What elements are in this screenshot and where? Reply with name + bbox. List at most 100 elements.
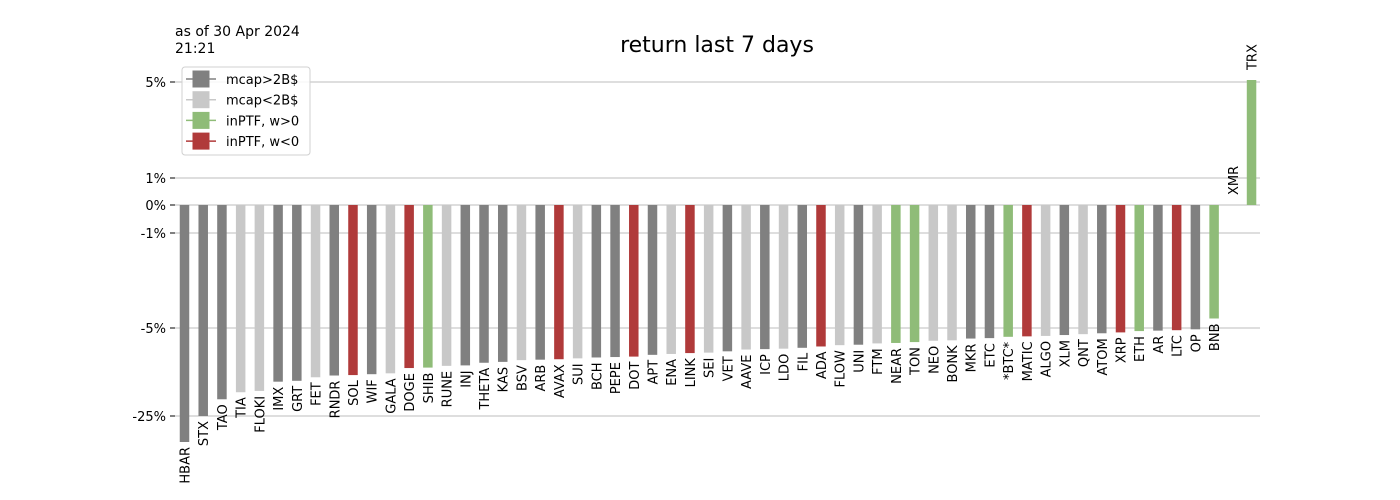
category-label: QNT (1077, 339, 1092, 367)
legend-label-neg: inPTF, w<0 (226, 135, 299, 150)
bar-algo (1040, 205, 1051, 336)
ytick-label: 0% (145, 199, 166, 214)
bar-ena (666, 205, 676, 354)
category-label: AR (1152, 336, 1167, 354)
category-label: THETA (478, 368, 493, 411)
category-label: LDO (778, 354, 793, 382)
category-label: RUNE (441, 371, 456, 408)
category-label: SEI (703, 358, 718, 378)
category-label: ARB (534, 365, 549, 392)
bar-rndr (329, 205, 340, 376)
bar-kas (497, 205, 508, 362)
category-label: RNDR (328, 381, 343, 419)
category-label: APT (647, 360, 662, 385)
category-label: FET (310, 382, 325, 406)
legend-swatch-neg (192, 132, 210, 150)
category-label: DOGE (403, 373, 418, 412)
bar-grt (292, 205, 302, 381)
bar-matic (1022, 205, 1032, 337)
as-of-date: as of 30 Apr 2024 (175, 24, 300, 40)
bar-bsv (516, 205, 527, 361)
legend: mcap>2B$ mcap<2B$ inPTF, w>0 inPTF, w<0 (181, 66, 311, 156)
category-label: BCH (590, 362, 605, 390)
category-label: SOL (347, 379, 362, 405)
category-label: KAS (497, 367, 512, 392)
category-label: STX (197, 421, 212, 446)
bar-wif (366, 205, 377, 375)
bar-neo (928, 205, 939, 341)
bar-ada (816, 205, 826, 347)
category-label: PEPE (609, 362, 624, 394)
bar-bch (591, 205, 602, 358)
category-label: HBAR (179, 447, 194, 484)
category-label: FLOKI (253, 396, 268, 433)
bar-ltc (1171, 205, 1182, 331)
category-label: BSV (515, 365, 530, 391)
bar-op (1190, 205, 1201, 330)
category-label: AAVE (740, 355, 755, 389)
bar-sei (703, 205, 714, 353)
bar-theta (479, 205, 489, 363)
ytick-label: -5% (141, 322, 166, 337)
bar-fil (797, 205, 808, 348)
category-label: MATIC (1021, 341, 1036, 381)
category-label: GALA (384, 378, 399, 414)
bar-bnb (1209, 205, 1219, 319)
bar-ton (909, 205, 920, 343)
bar-etc (984, 205, 995, 339)
legend-swatch-pos (192, 111, 210, 129)
category-label: VET (721, 356, 736, 381)
bar-ar (1153, 205, 1163, 331)
category-label: ADA (815, 351, 830, 379)
category-label: BONK (946, 345, 961, 383)
bar-sui (572, 205, 583, 359)
category-label: ATOM (1096, 338, 1111, 375)
bar-atom (1097, 205, 1107, 334)
category-label: FIL (796, 352, 811, 371)
category-label: SHIB (422, 373, 437, 404)
bar-ftm (872, 205, 882, 344)
bar-rune (441, 205, 452, 366)
bar-mkr (965, 205, 976, 339)
bar-fet (310, 205, 321, 378)
bars-layer (179, 80, 1257, 442)
bar-gala (385, 205, 396, 374)
bar-ldo (778, 205, 789, 349)
category-label: TON (909, 347, 924, 376)
category-label: TIA (235, 397, 250, 419)
category-label: TAO (216, 404, 231, 431)
bar-inj (460, 205, 471, 366)
legend-swatch-lt2b (192, 91, 210, 109)
category-label: FLOW (834, 350, 849, 387)
bar-pepe (610, 205, 620, 358)
bar-hbar (179, 205, 190, 442)
bar-near (891, 205, 901, 343)
bar-uni (853, 205, 864, 345)
bar-dot (629, 205, 639, 357)
category-label: LINK (684, 358, 699, 388)
bar-floki (254, 205, 265, 391)
bar-shib (423, 205, 433, 368)
legend-label-pos: inPTF, w>0 (226, 114, 299, 129)
bar-avax (554, 205, 564, 360)
bar-stx (198, 205, 208, 416)
ytick-label: 1% (145, 172, 166, 187)
category-label: INJ (459, 370, 474, 387)
category-label: ALGO (1040, 341, 1055, 377)
bar-eth (1134, 205, 1144, 332)
bar-sol (348, 205, 358, 376)
bar-vet (722, 205, 733, 352)
category-label: DOT (628, 362, 643, 390)
ytick-label: 5% (145, 76, 166, 91)
bar-trx (1246, 80, 1257, 205)
category-label: LTC (1171, 335, 1186, 357)
bar-tao (217, 205, 227, 400)
category-label: OP (1189, 334, 1204, 352)
category-label: SUI (572, 363, 587, 385)
category-label: MKR (965, 344, 980, 373)
bar-icp (760, 205, 770, 350)
bar-btc (1003, 205, 1013, 337)
bar-qnt (1078, 205, 1088, 335)
category-label: *BTC* (1002, 341, 1017, 380)
